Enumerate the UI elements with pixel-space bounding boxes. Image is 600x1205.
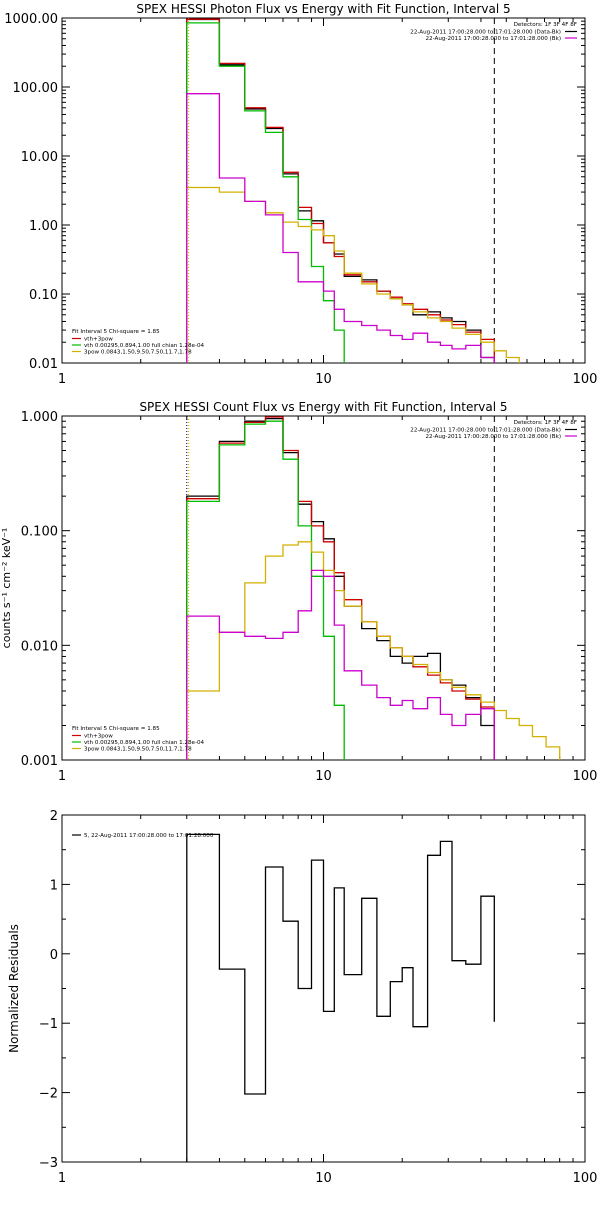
resid-y-tick-label: −3 [39, 1156, 58, 1171]
photon-legend-entry: 22-Aug-2011 17:00:28.000 to 17:01:28.000… [410, 30, 561, 36]
resid-y-tick-label: −2 [39, 1087, 58, 1102]
photon-y-tick-label: 0.10 [29, 288, 58, 303]
photon-legend-header: Detectors: 1F 3F 4F 8F [514, 22, 577, 28]
photon-legend-header: Fit Interval 5 Chi-square = 1.85 [72, 329, 160, 335]
photon-y-tick-label: 10.00 [21, 150, 58, 165]
count-series-3pow [186, 541, 561, 760]
photon-series-vth [186, 22, 345, 363]
photon-legend-entry: 22-Aug-2011 17:00:28.000 to 17:01:28.000… [425, 36, 561, 42]
count-legend-entry: 22-Aug-2011 17:00:28.000 to 17:01:28.000… [425, 434, 561, 440]
count-series-vth [186, 420, 345, 760]
count-legend-header: Fit Interval 5 Chi-square = 1.85 [72, 726, 160, 732]
photon-x-tick-label: 10 [315, 372, 332, 387]
count-legend-entry: 3pow 0.0843,1.50,9.50,7.50,11.7,1.78 [84, 747, 192, 753]
resid-series-residuals [186, 833, 495, 1162]
resid-x-tick-label: 10 [315, 1171, 332, 1186]
count-x-tick-label: 1 [58, 769, 66, 784]
count-legend-entry: vth 0.00295,0.894,1.00 full chian 1.28e-… [84, 740, 205, 746]
count-flux-y-axis-label: counts s⁻¹ cm⁻² keV⁻¹ [0, 528, 13, 649]
resid-y-tick-label: 1 [50, 878, 58, 893]
count-flux-title: SPEX HESSI Count Flux vs Energy with Fit… [139, 400, 507, 414]
count-series-vth-3pow [186, 416, 495, 760]
residuals-panel: Normalized Residuals 1 10 100 −3 −2 −1 0 1 2 5, 2… [7, 809, 597, 1186]
count-series-bk [186, 569, 495, 760]
photon-flux-plot-frame [61, 17, 586, 364]
photon-flux-panel: SPEX HESSI Photon Flux vs Energy with Fi… [4, 2, 597, 387]
photon-x-tick-label: 100 [573, 372, 598, 387]
count-x-tick-label: 10 [315, 769, 332, 784]
photon-y-tick-label: 1.00 [29, 219, 58, 234]
count-legend-header: Detectors: 1F 3F 4F 8F [514, 420, 577, 426]
photon-legend-entry: vth 0.00295,0.894,1.00 full chian 1.28e-… [84, 343, 205, 349]
resid-y-tick-label: −1 [39, 1017, 58, 1032]
resid-y-tick-label: 2 [50, 809, 58, 824]
photon-x-tick-label: 1 [58, 372, 66, 387]
count-y-tick-label: 0.100 [21, 525, 58, 540]
count-y-tick-label: 0.010 [21, 639, 58, 654]
residuals-y-axis-label: Normalized Residuals [7, 924, 21, 1053]
photon-y-tick-label: 1000.00 [4, 12, 58, 27]
count-flux-panel: SPEX HESSI Count Flux vs Energy with Fit… [0, 400, 597, 784]
photon-flux-title: SPEX HESSI Photon Flux vs Energy with Fi… [136, 2, 510, 16]
resid-legend-entry: 5, 22-Aug-2011 17:00:28.000 to 17:01:28.… [84, 833, 214, 839]
photon-y-tick-label: 0.01 [29, 357, 58, 372]
photon-series-bk [186, 93, 495, 363]
photon-y-tick-label: 100.00 [13, 81, 59, 96]
count-y-tick-label: 1.000 [21, 410, 58, 425]
photon-legend-entry: 3pow 0.0843,1.50,9.50,7.50,11.7,1.78 [84, 350, 192, 356]
count-x-tick-label: 100 [573, 769, 598, 784]
count-legend-entry: vth+3pow [84, 734, 113, 740]
resid-y-tick-label: 0 [50, 948, 58, 963]
count-legend-entry: 22-Aug-2011 17:00:28.000 to 17:01:28.000… [410, 428, 561, 434]
photon-series-3pow [186, 186, 520, 363]
resid-x-tick-label: 100 [573, 1171, 598, 1186]
count-y-tick-label: 0.001 [21, 754, 58, 769]
photon-legend-entry: vth+3pow [84, 337, 113, 343]
resid-x-tick-label: 1 [58, 1171, 66, 1186]
